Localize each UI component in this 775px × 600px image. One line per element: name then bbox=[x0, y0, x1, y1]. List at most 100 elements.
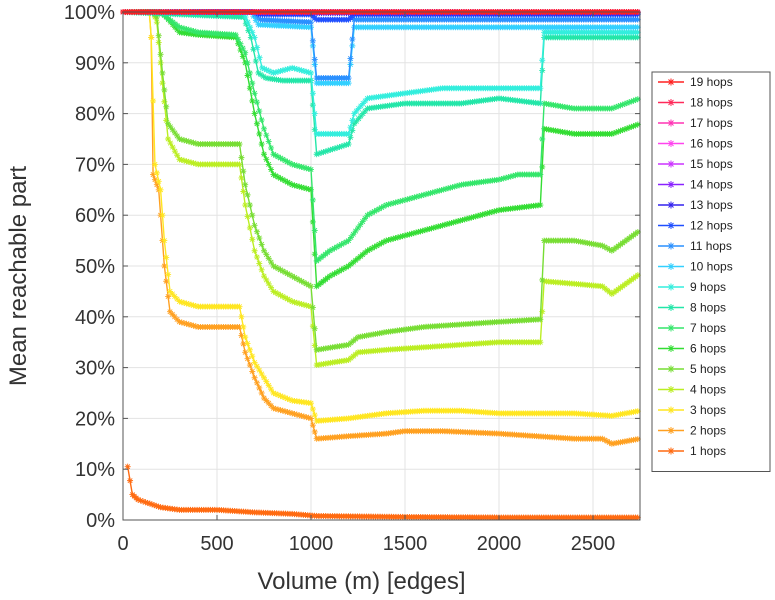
series-marker bbox=[183, 137, 190, 144]
series-marker bbox=[236, 141, 243, 148]
series-marker bbox=[327, 146, 334, 153]
series-marker bbox=[249, 353, 256, 360]
series-marker bbox=[632, 96, 639, 103]
series-marker bbox=[257, 71, 264, 78]
series-marker bbox=[190, 28, 197, 35]
series-marker bbox=[293, 275, 300, 282]
series-marker bbox=[610, 130, 617, 137]
series-marker bbox=[309, 90, 316, 97]
series-marker bbox=[244, 340, 251, 347]
series-marker bbox=[472, 213, 479, 220]
series-marker bbox=[178, 319, 185, 326]
legend-entry: 7 hops bbox=[658, 321, 726, 335]
series-marker bbox=[411, 194, 418, 201]
series-marker bbox=[380, 238, 387, 245]
legend-swatch-marker bbox=[667, 324, 675, 332]
series-marker bbox=[171, 148, 178, 155]
y-tick-label: 30% bbox=[75, 358, 115, 380]
series-marker bbox=[188, 159, 195, 166]
series-marker bbox=[385, 201, 392, 208]
series-marker bbox=[153, 169, 160, 176]
grid-lines bbox=[122, 11, 640, 521]
series-marker bbox=[452, 218, 459, 225]
series-marker bbox=[272, 289, 279, 296]
series-marker bbox=[167, 140, 174, 147]
x-tick-label: 1500 bbox=[383, 533, 428, 555]
series-marker bbox=[161, 98, 168, 105]
legend-swatch-marker bbox=[667, 263, 675, 270]
series-marker bbox=[151, 161, 158, 168]
series-5-hops bbox=[120, 9, 641, 353]
legend-swatch-marker bbox=[667, 386, 675, 393]
series-marker bbox=[355, 115, 362, 122]
series-marker bbox=[415, 228, 422, 235]
series-marker bbox=[349, 36, 356, 43]
series-marker bbox=[282, 157, 289, 164]
series-marker bbox=[468, 214, 475, 221]
series-marker bbox=[496, 176, 502, 183]
series-marker bbox=[245, 27, 252, 34]
series-marker bbox=[258, 141, 265, 148]
series-marker bbox=[242, 14, 249, 21]
series-marker bbox=[311, 412, 318, 419]
y-tick-label: 10% bbox=[75, 459, 115, 481]
series-marker bbox=[416, 193, 423, 200]
series-marker bbox=[336, 242, 343, 249]
series-marker bbox=[251, 359, 258, 366]
series-marker bbox=[178, 299, 185, 306]
series-marker bbox=[291, 182, 298, 189]
series-marker bbox=[308, 166, 314, 173]
series-marker bbox=[450, 219, 457, 226]
series-marker bbox=[320, 149, 327, 156]
legend-swatch-marker bbox=[667, 99, 675, 106]
legend-entry: 8 hops bbox=[658, 301, 726, 315]
series-marker bbox=[153, 502, 160, 509]
series-marker bbox=[466, 215, 473, 222]
series-marker bbox=[298, 67, 305, 74]
legend-entry: 13 hops bbox=[658, 198, 733, 212]
series-marker bbox=[628, 98, 635, 105]
series-marker bbox=[334, 144, 341, 151]
series-marker bbox=[309, 102, 316, 109]
legend-swatch-marker bbox=[667, 304, 675, 311]
legend-swatch-marker bbox=[667, 427, 675, 434]
series-marker bbox=[268, 402, 275, 409]
series-marker bbox=[185, 138, 192, 145]
series-marker bbox=[537, 339, 544, 346]
series-marker bbox=[435, 223, 442, 230]
series-marker bbox=[157, 59, 164, 66]
series-marker bbox=[417, 228, 424, 235]
series-marker bbox=[258, 241, 265, 248]
series-marker bbox=[296, 163, 303, 170]
series-marker bbox=[282, 66, 289, 73]
series-marker bbox=[366, 246, 373, 253]
series-marker bbox=[259, 64, 266, 71]
series-marker bbox=[322, 148, 329, 155]
series-marker bbox=[345, 237, 352, 244]
series-marker bbox=[190, 322, 197, 329]
series-marker bbox=[284, 409, 291, 416]
series-marker bbox=[124, 463, 131, 470]
legend-label: 18 hops bbox=[690, 96, 733, 110]
series-marker bbox=[176, 24, 183, 31]
series-marker bbox=[171, 129, 178, 136]
legend-label: 16 hops bbox=[690, 137, 733, 151]
series-marker bbox=[298, 301, 305, 308]
series-marker bbox=[308, 400, 314, 407]
series-marker bbox=[268, 68, 275, 75]
series-marker bbox=[340, 265, 347, 272]
series-marker bbox=[427, 190, 434, 197]
series-marker bbox=[456, 182, 463, 189]
series-marker bbox=[169, 126, 176, 133]
series-marker bbox=[392, 199, 399, 206]
series-marker bbox=[275, 265, 282, 272]
series-marker bbox=[440, 186, 447, 193]
series-marker bbox=[289, 161, 296, 168]
series-marker bbox=[157, 51, 164, 58]
series-marker bbox=[256, 384, 263, 391]
series-marker bbox=[188, 27, 195, 34]
series-marker bbox=[240, 323, 247, 330]
series-marker bbox=[634, 96, 641, 103]
series-marker bbox=[628, 123, 635, 130]
series-marker bbox=[167, 308, 173, 315]
